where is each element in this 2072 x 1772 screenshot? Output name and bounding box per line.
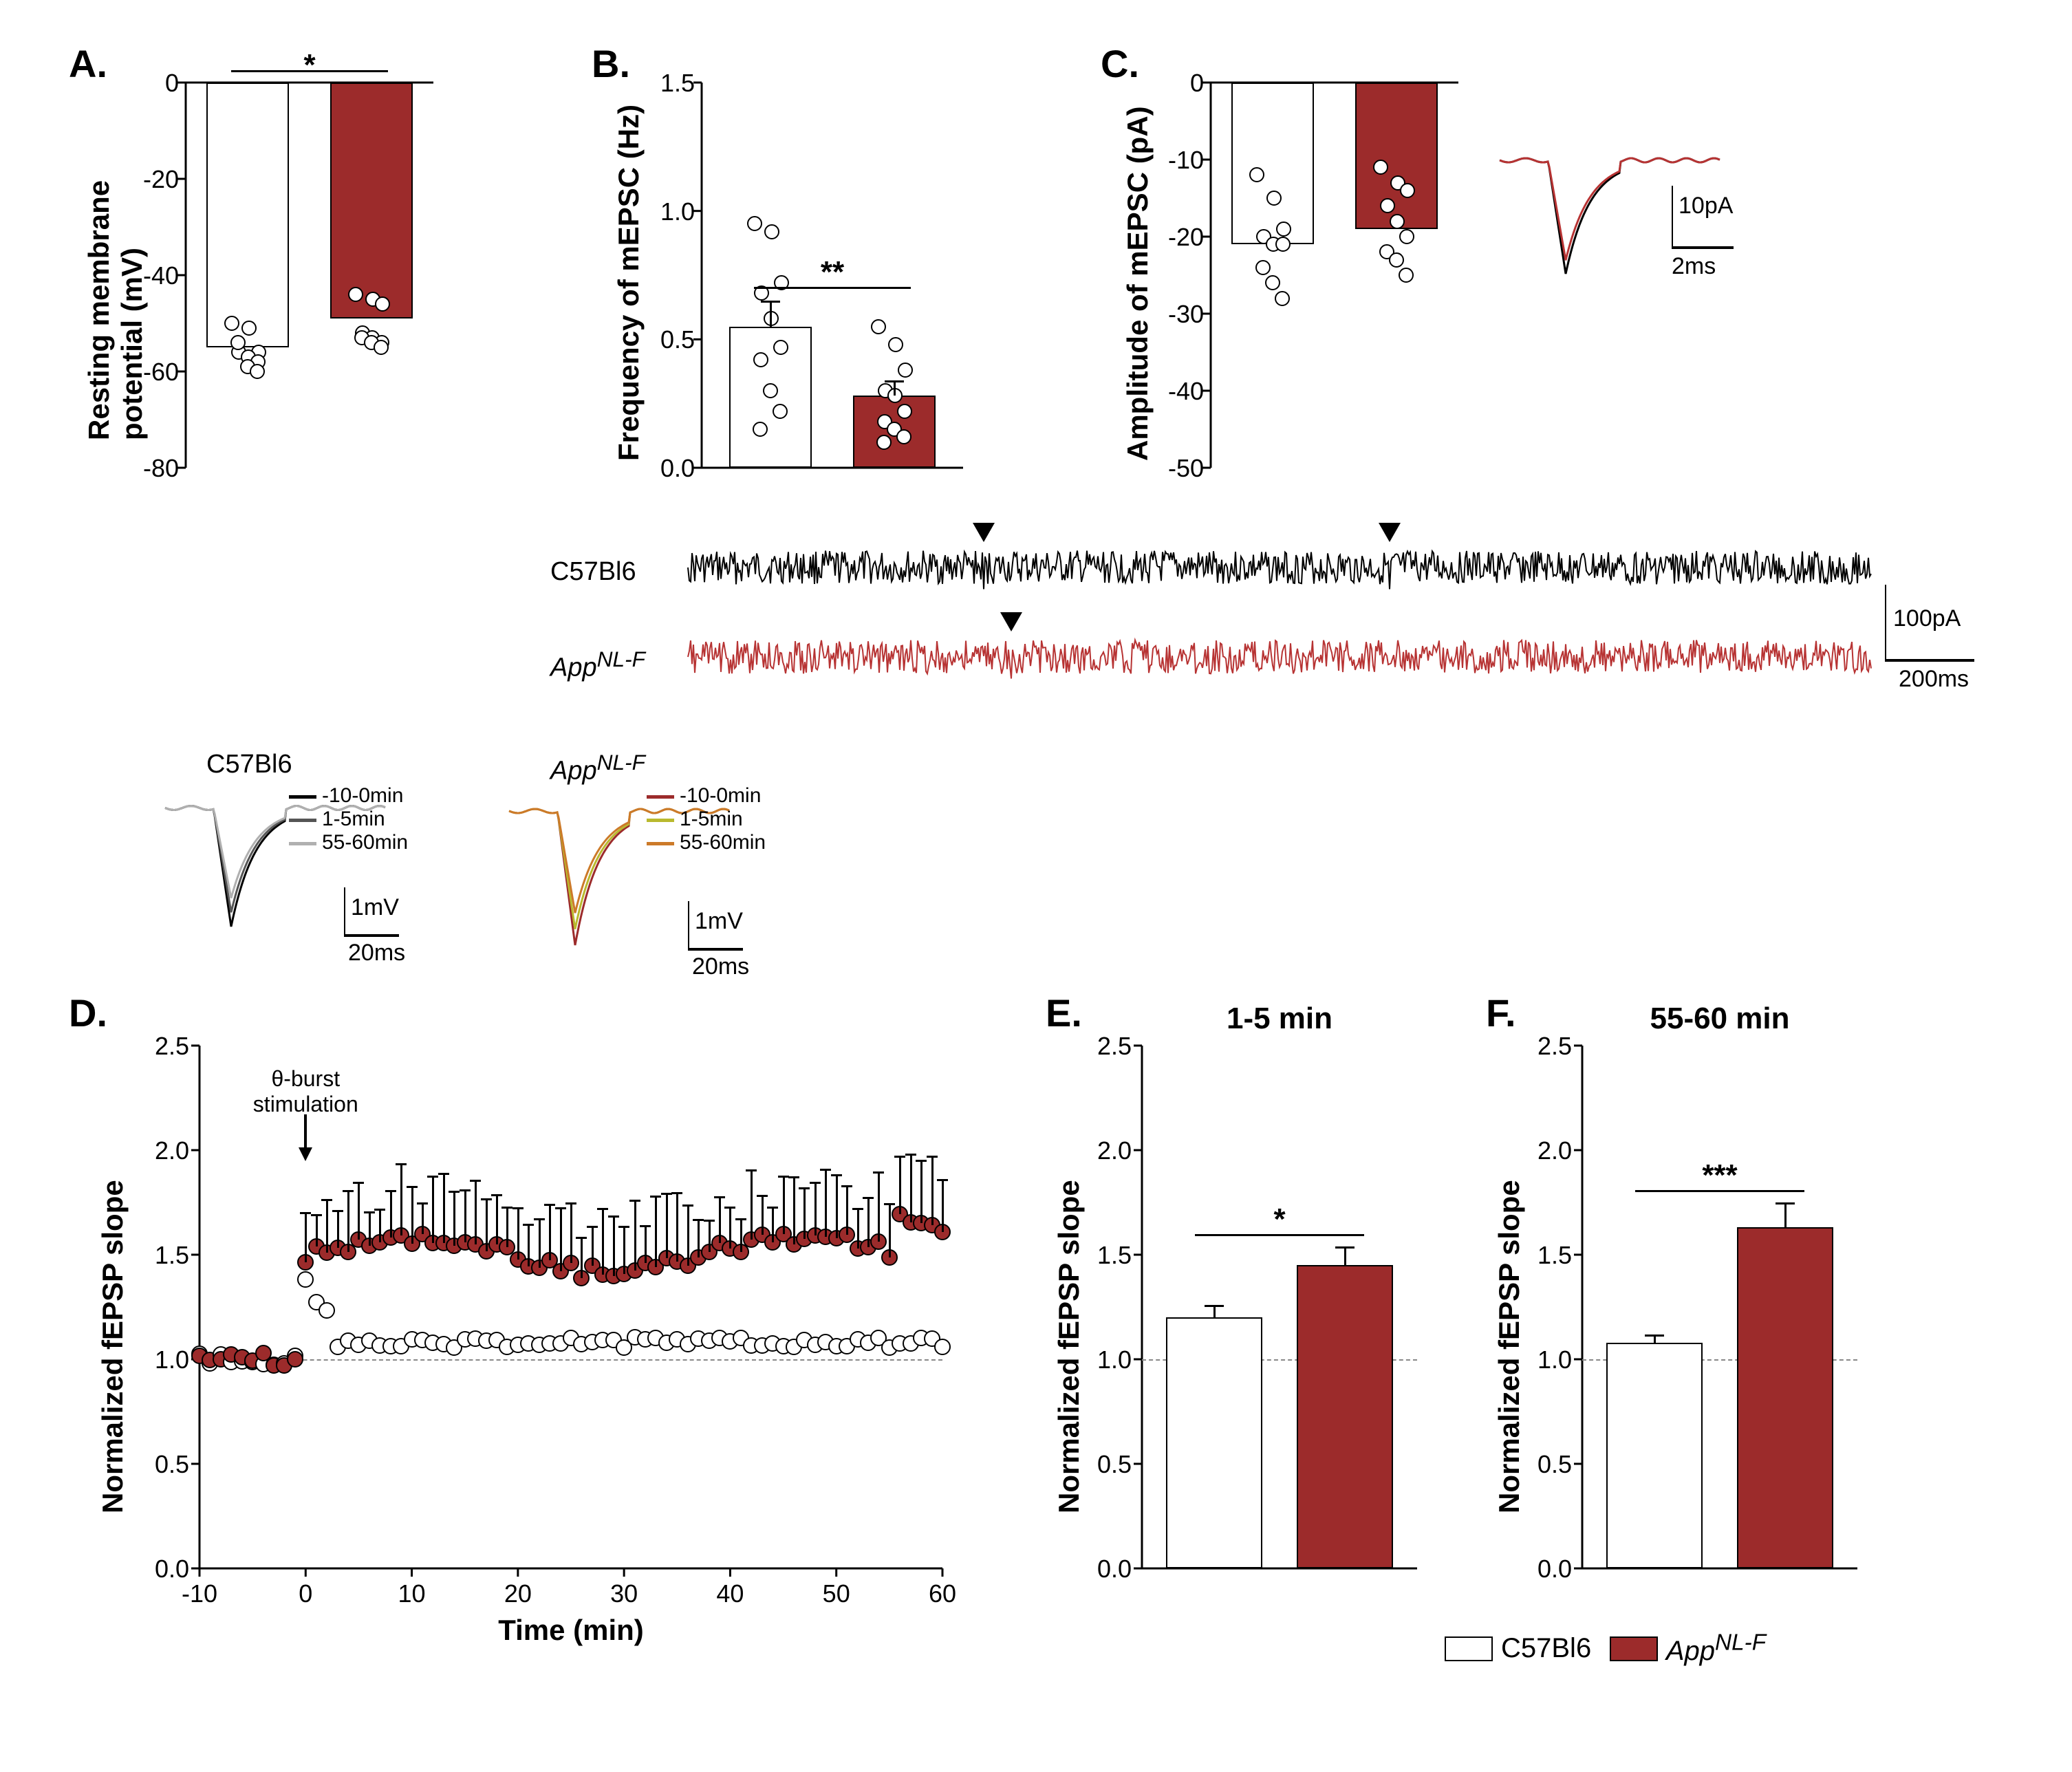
- panel-a-chart: *: [186, 83, 433, 468]
- panel-a-chart-bar-control: [206, 83, 289, 347]
- panel-c-chart: [1211, 83, 1458, 468]
- panel-d-label: D.: [69, 991, 107, 1035]
- panel-a-chart-bar-app: [330, 83, 413, 318]
- figure: A.B.C.Resting membranepotential (mV)*-80…: [28, 28, 2044, 1744]
- panel-f-label: F.: [1486, 991, 1516, 1035]
- panelF-chart: ***: [1582, 1046, 1857, 1568]
- panel-c-label: C.: [1101, 41, 1139, 86]
- trace-control: [688, 543, 1871, 595]
- panel-c-chart-bar-app: [1355, 83, 1438, 229]
- panel-b-label: B.: [592, 41, 630, 86]
- trace-app: [688, 633, 1871, 684]
- panel-b-chart: **: [702, 83, 963, 468]
- panel-c-chart-bar-control: [1231, 83, 1314, 244]
- panel-a-label: A.: [69, 41, 107, 86]
- panel-e-label: E.: [1046, 991, 1082, 1035]
- panelE-chart: *: [1142, 1046, 1417, 1568]
- legend: C57Bl6 AppNL-F: [1445, 1630, 1766, 1667]
